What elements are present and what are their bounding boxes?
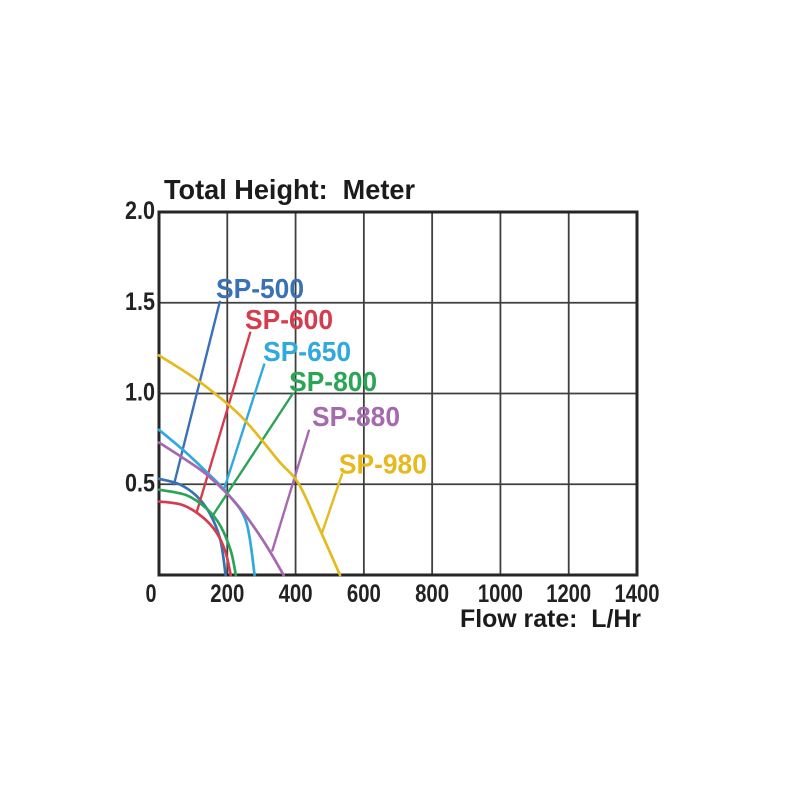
series-label-sp-650: SP-650 [263, 336, 351, 367]
leader-line-sp-600 [195, 331, 252, 513]
y-tick-label-2.0: 2.0 [125, 197, 155, 225]
x-axis-title: Flow rate: L/Hr [460, 605, 641, 633]
series-label-sp-600: SP-600 [245, 304, 333, 335]
y-tick-label-1.0: 1.0 [125, 379, 155, 407]
curve-sp-980 [157, 354, 342, 577]
x-tick-label-400: 400 [279, 580, 313, 608]
x-tick-label-1000: 1000 [478, 580, 523, 608]
y-tick-label-1.5: 1.5 [125, 288, 155, 316]
x-tick-label-1400: 1400 [615, 580, 660, 608]
curve-sp-500 [157, 477, 227, 577]
leader-line-sp-500 [172, 300, 221, 486]
leader-line-sp-980 [321, 473, 344, 534]
y-tick-label-0.5: 0.5 [125, 469, 155, 497]
plot-border [157, 210, 639, 577]
series-label-sp-980: SP-980 [339, 448, 427, 479]
x-tick-label-0: 0 [146, 580, 157, 608]
curves-layer [157, 300, 344, 577]
x-tick-label-200: 200 [210, 580, 244, 608]
series-label-sp-880: SP-880 [312, 401, 400, 432]
series-label-sp-500: SP-500 [216, 273, 304, 304]
leader-line-sp-880 [271, 429, 311, 552]
x-tick-label-600: 600 [347, 580, 381, 608]
tick-labels-layer: 0 200 400 600 800 1000 1200 1400 2.0 1.5 1.0 0.5 [125, 197, 660, 608]
curve-sp-800 [157, 488, 238, 577]
curve-sp-880 [157, 441, 285, 577]
series-label-sp-800: SP-800 [289, 366, 377, 397]
chart-title: Total Height: Meter [164, 174, 415, 205]
curve-sp-600 [157, 500, 233, 577]
leader-line-sp-650 [222, 363, 266, 491]
x-tick-label-800: 800 [415, 580, 449, 608]
x-tick-label-1200: 1200 [546, 580, 591, 608]
grid-layer [157, 210, 639, 577]
